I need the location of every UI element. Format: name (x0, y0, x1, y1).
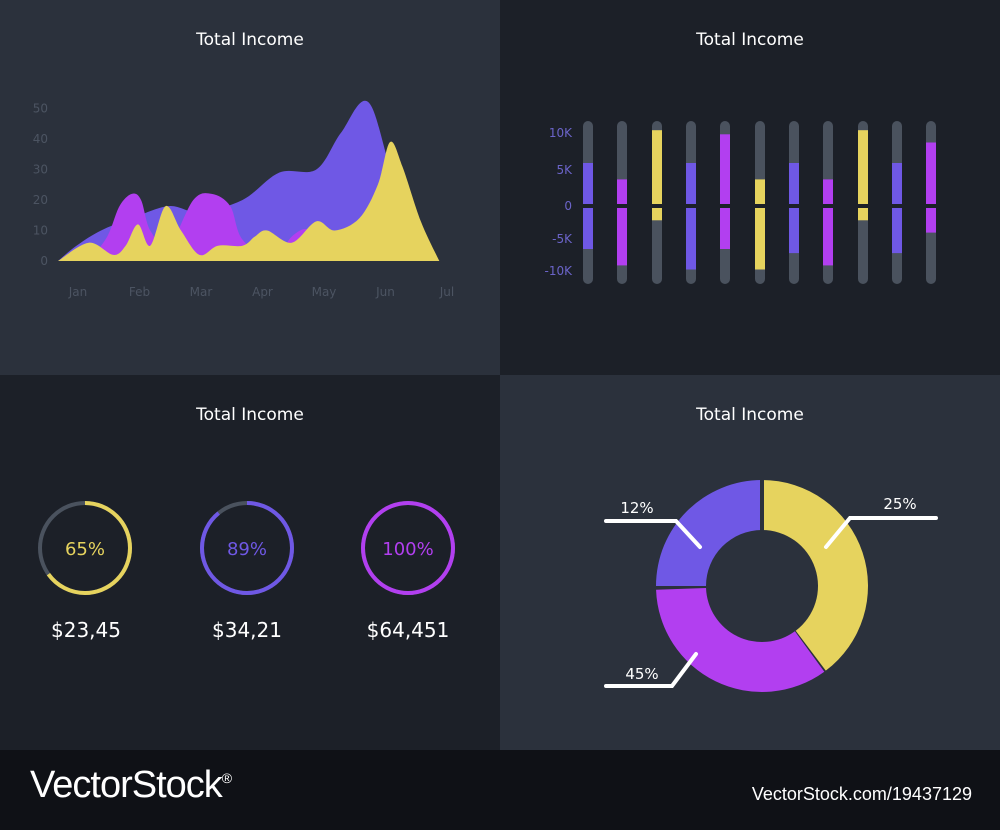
callout-line-12 (604, 519, 702, 549)
x-tick-label: May (312, 285, 337, 299)
gauge-amount-1: $23,45 (51, 618, 121, 642)
bar-positive (823, 179, 833, 204)
bar-zero-gap (926, 204, 936, 208)
donut-panel: Total Income 25% 12% 45% (500, 375, 1000, 750)
donut-slice-purple (656, 480, 762, 586)
gauge-progress-arc (200, 501, 294, 595)
bar-zero-gap (583, 204, 593, 208)
donut-gap (760, 478, 764, 532)
bar-negative (892, 208, 902, 254)
bar-negative (652, 208, 662, 221)
donut-chart: 25% 12% 45% (604, 478, 938, 692)
bar-positive (755, 179, 765, 204)
y-tick-label: 10 (33, 224, 48, 238)
bar-negative (755, 208, 765, 270)
bar-positive (858, 130, 868, 204)
y-tick-label: 0 (564, 199, 572, 213)
bar-positive (617, 179, 627, 204)
gauge-panel: Total Income 65% 89% 100% $23,45 $34,21 … (0, 375, 500, 750)
bar-chart: 10K 5K 0 -5K -10K (545, 121, 936, 284)
y-tick-label: 40 (33, 132, 48, 146)
bar-positive (583, 163, 593, 204)
registered-mark: ® (221, 770, 232, 786)
gauge-amount-2: $34,21 (212, 618, 282, 642)
bar-negative (686, 208, 696, 270)
y-tick-label: 20 (33, 193, 48, 207)
wave-chart: 0 10 20 30 40 50 Jan Feb Mar Apr May Jun Jul (33, 100, 454, 299)
bar-negative (926, 208, 936, 233)
bar-negative (617, 208, 627, 266)
wave-chart-title: Total Income (196, 30, 304, 50)
gauge-progress-arc (38, 501, 132, 595)
vectorstock-logo: VectorStock® (30, 764, 232, 807)
bar-positive (652, 130, 662, 204)
bar-positive (926, 142, 936, 204)
bar-chart-title: Total Income (696, 30, 804, 50)
bar-zero-gap (720, 204, 730, 208)
bar-zero-gap (892, 204, 902, 208)
bar-positive (686, 163, 696, 204)
x-tick-label: Jan (68, 285, 88, 299)
y-tick-label: -10K (545, 264, 574, 278)
x-tick-label: Apr (252, 285, 273, 299)
bar-positive (720, 134, 730, 204)
y-tick-label: -5K (552, 232, 573, 246)
bar-negative (789, 208, 799, 254)
y-tick-label: 50 (33, 102, 48, 116)
bar-negative (583, 208, 593, 249)
y-tick-label: 10K (549, 126, 573, 140)
gauge-percent-1: 65% (64, 539, 105, 560)
gauge-percent-2: 89% (226, 539, 267, 560)
bar-zero-gap (789, 204, 799, 208)
brand-name: VectorStock (30, 764, 223, 806)
area-series-yellow (58, 141, 440, 261)
gauge-rings (38, 501, 455, 595)
area-series-purple (58, 100, 440, 261)
bar-zero-gap (858, 204, 868, 208)
gauge-amount-3: $64,451 (366, 618, 450, 642)
bar-zero-gap (823, 204, 833, 208)
x-tick-label: Mar (190, 285, 213, 299)
x-tick-label: Jun (375, 285, 395, 299)
bar-negative (823, 208, 833, 266)
bar-negative (858, 208, 868, 221)
x-tick-label: Jul (439, 285, 454, 299)
y-tick-label: 5K (556, 163, 573, 177)
wave-chart-panel: Total Income 0 10 20 30 40 50 Jan Feb Mar Apr May J… (0, 0, 500, 375)
bar-positive (892, 163, 902, 204)
bar-positive (789, 163, 799, 204)
y-tick-label: 0 (40, 254, 48, 268)
callout-line-45 (604, 652, 698, 688)
donut-title: Total Income (696, 405, 804, 425)
footer-url: VectorStock.com/19437129 (751, 784, 972, 804)
donut-label: 45% (625, 665, 658, 683)
bar-negative (720, 208, 730, 249)
area-series-magenta (88, 193, 329, 262)
bar-zero-gap (686, 204, 696, 208)
x-tick-label: Feb (129, 285, 150, 299)
bar-zero-gap (755, 204, 765, 208)
footer-bar: VectorStock® VectorStock.com/19437129 (0, 750, 1000, 830)
bar-zero-gap (652, 204, 662, 208)
y-tick-label: 30 (33, 163, 48, 177)
donut-label: 25% (883, 495, 916, 513)
gauge-progress-arc (361, 501, 455, 595)
gauge-percent-3: 100% (382, 539, 434, 560)
donut-label: 12% (620, 499, 653, 517)
donut-slice-magenta (656, 587, 825, 692)
callout-line-25 (824, 516, 938, 549)
gauge-panel-title: Total Income (196, 405, 304, 425)
bar-chart-panel: Total Income 10K 5K 0 -5K -10K (500, 0, 1000, 375)
bar-zero-gap (617, 204, 627, 208)
